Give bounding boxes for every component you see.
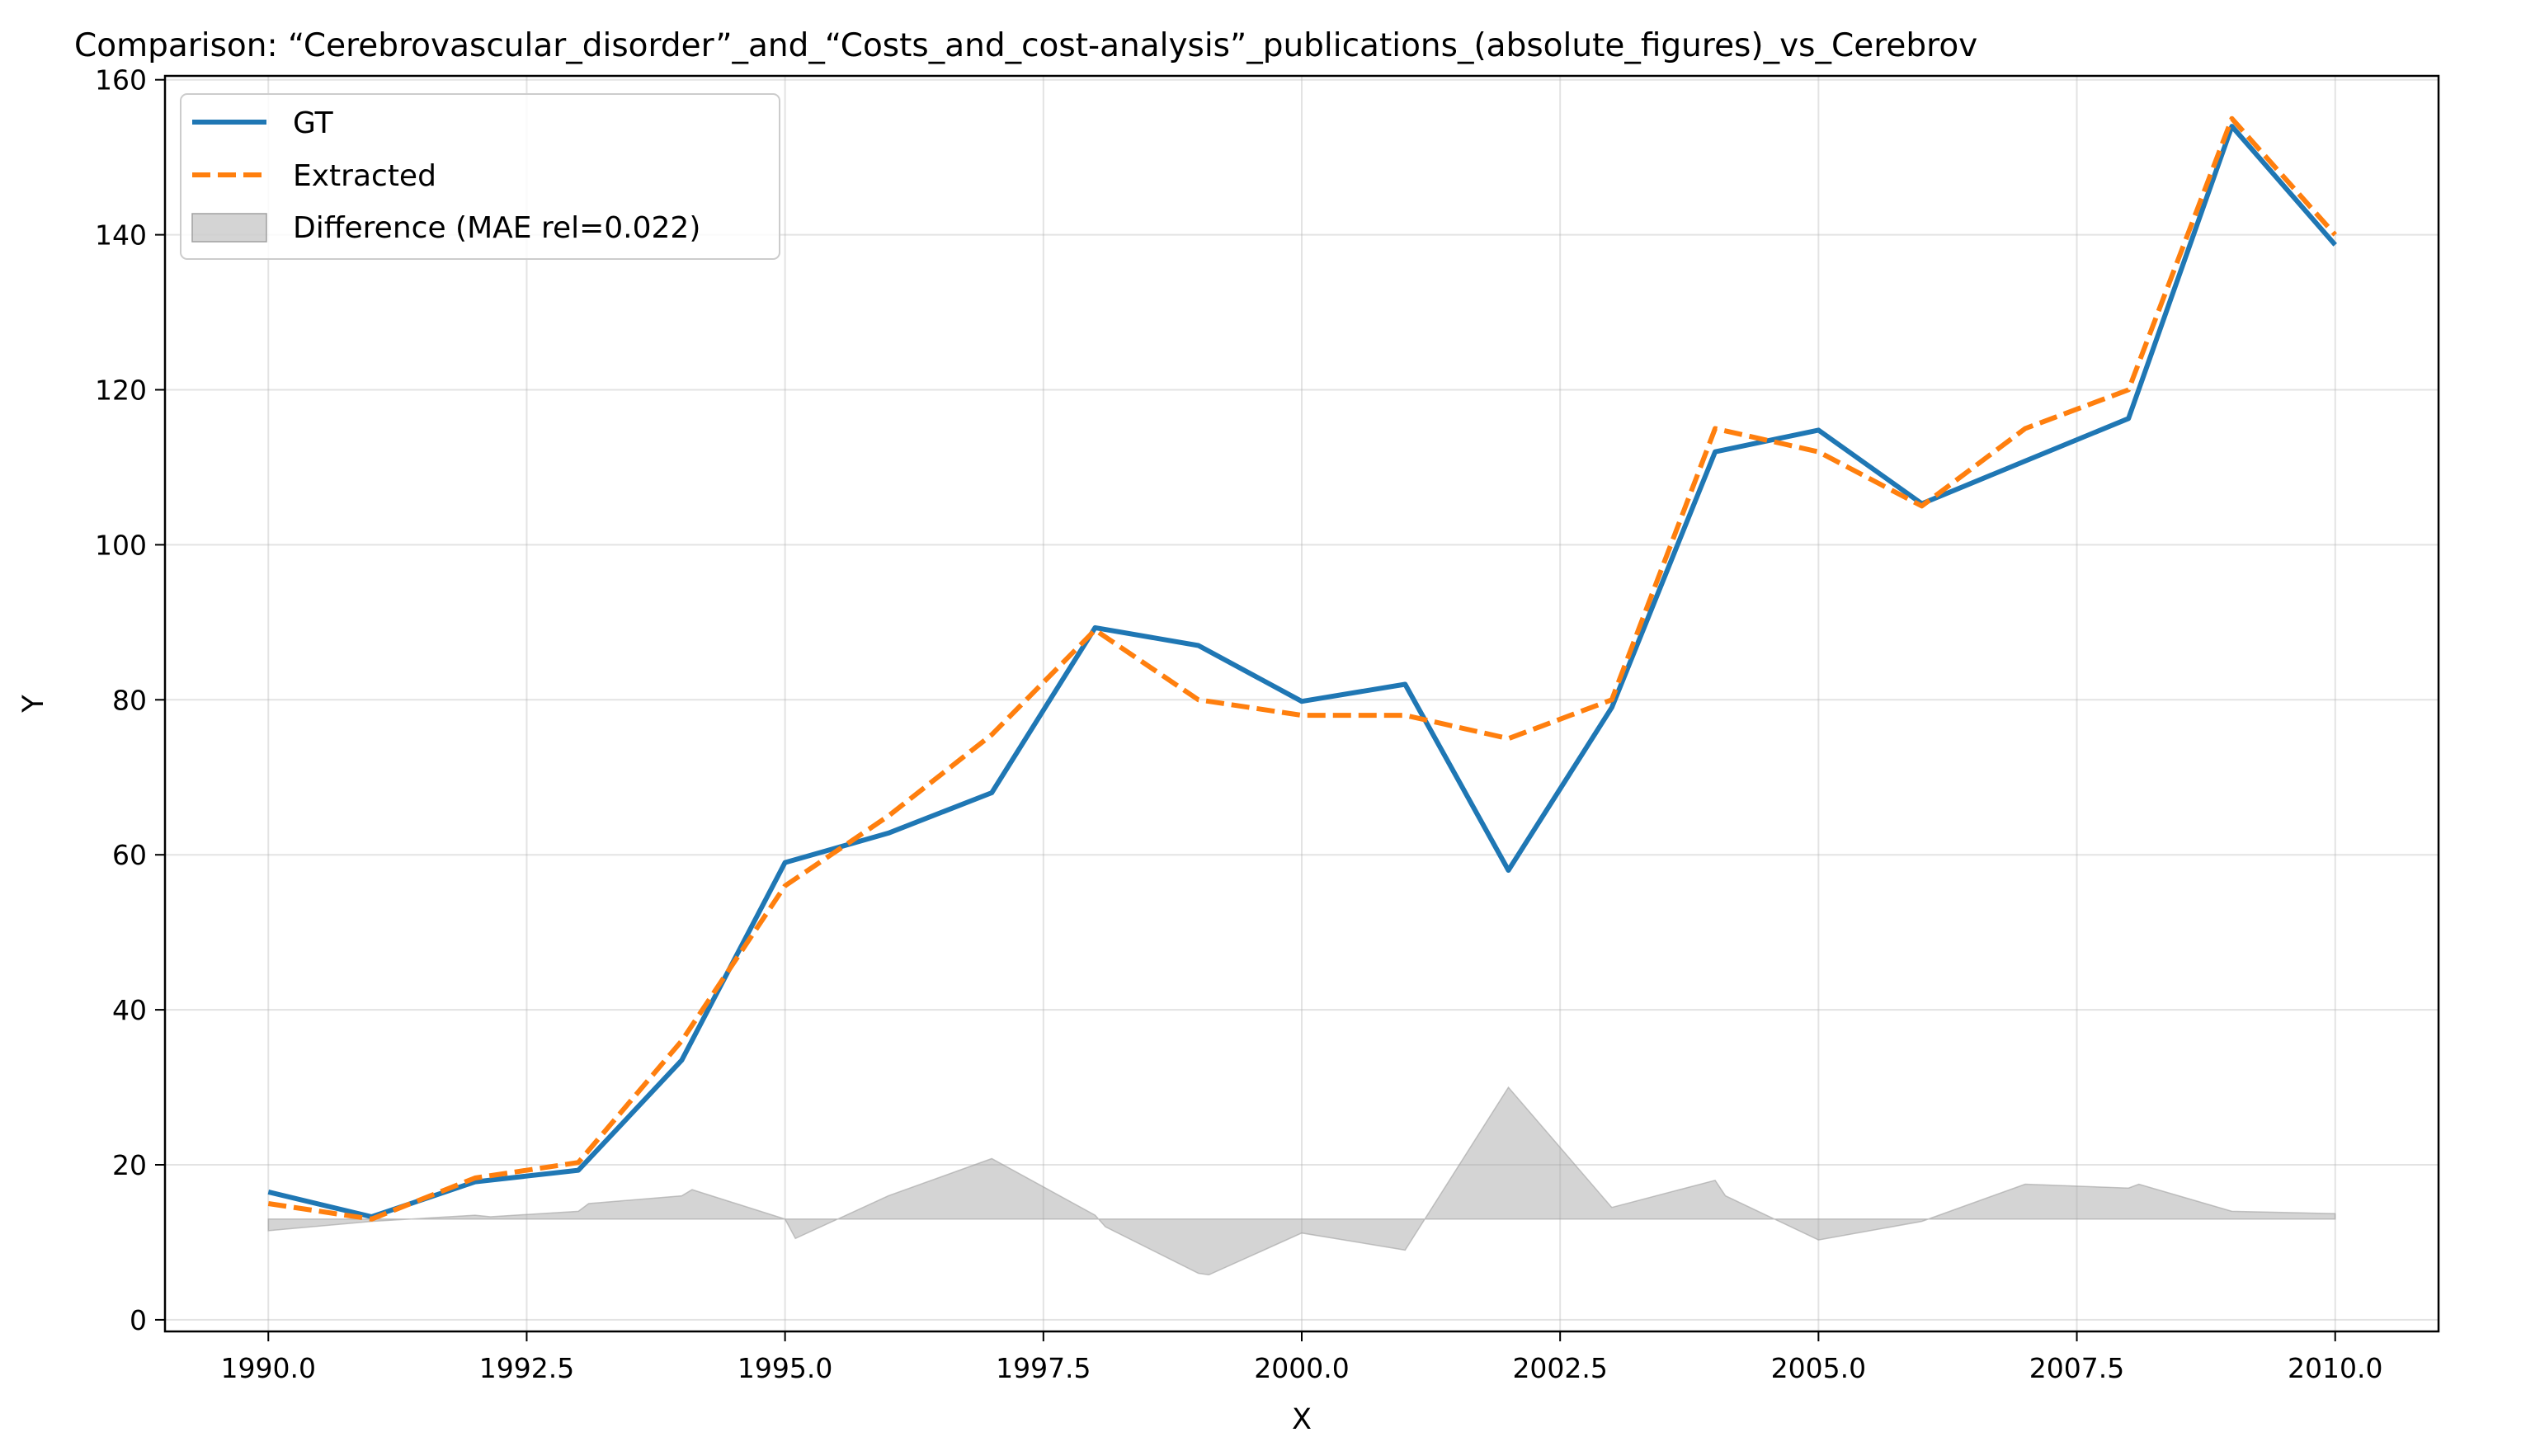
y-tick-label: 100	[95, 529, 147, 561]
legend: GT Extracted Difference (MAE rel=0.022)	[180, 93, 780, 260]
chart-title: Comparison: “Cerebrovascular_disorder”_a…	[74, 27, 1977, 64]
x-tick-label: 2007.5	[2029, 1352, 2124, 1384]
x-tick-label: 2000.0	[1254, 1352, 1349, 1384]
y-tick-label: 0	[130, 1304, 147, 1336]
x-tick-label: 2010.0	[2288, 1352, 2382, 1384]
x-axis-ticks: 1990.0 1992.5 1995.0 1997.5 2000.0 2002.5 2005…	[221, 1331, 2382, 1384]
x-tick-label: 1997.5	[996, 1352, 1091, 1384]
y-tick-label: 120	[95, 375, 147, 407]
y-tick-label: 60	[112, 839, 147, 871]
x-axis-label: X	[1292, 1403, 1312, 1436]
x-tick-label: 2002.5	[1512, 1352, 1607, 1384]
x-tick-label: 2005.0	[1771, 1352, 1866, 1384]
series-lines	[267, 115, 2337, 1222]
x-tick-label: 1992.5	[479, 1352, 574, 1384]
legend-difference-label: Difference (MAE rel=0.022)	[293, 211, 700, 245]
y-tick-label: 20	[112, 1149, 147, 1181]
y-axis-label: Y	[17, 695, 50, 714]
x-tick-label: 1990.0	[221, 1352, 316, 1384]
y-axis-ticks: 0 20 40 60 80 100 120 140 160	[95, 64, 165, 1336]
y-tick-label: 160	[95, 64, 147, 97]
series-line-gt	[267, 124, 2337, 1219]
y-tick-label: 140	[95, 219, 147, 252]
legend-box	[180, 93, 780, 260]
y-tick-label: 40	[112, 994, 147, 1026]
difference-area	[267, 1086, 2336, 1276]
x-tick-label: 1995.0	[737, 1352, 832, 1384]
legend-gt-label: GT	[293, 106, 334, 140]
series-line-extracted	[267, 115, 2337, 1222]
y-tick-label: 80	[112, 684, 147, 716]
legend-difference-swatch	[191, 213, 267, 243]
difference-fill	[267, 1086, 2336, 1276]
legend-extracted-label: Extracted	[293, 159, 436, 193]
